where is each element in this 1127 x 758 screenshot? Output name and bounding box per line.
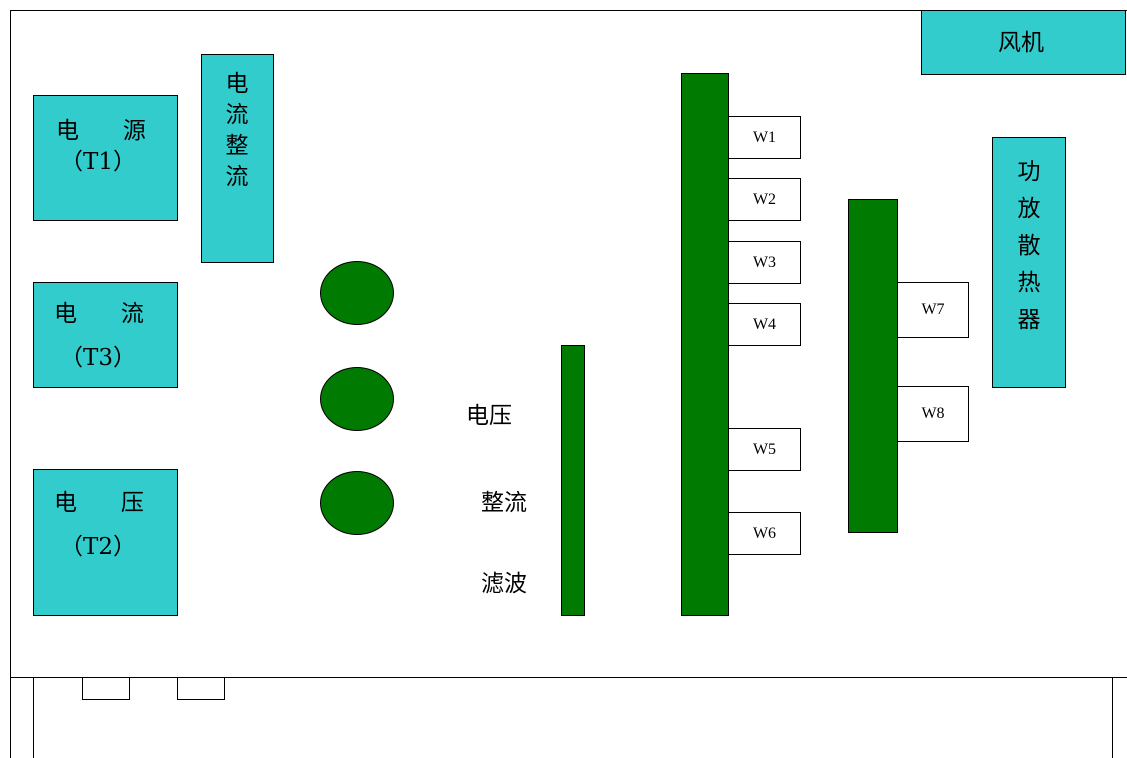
main-board: [681, 73, 729, 616]
connector-w3: W3: [728, 241, 801, 284]
voltage-rectifier-label-line3: 滤波: [481, 571, 527, 597]
bottom-port-2: [177, 677, 225, 700]
amplifier-heatsink-label: 功 放 散 热 器: [1014, 154, 1044, 339]
connector-w5-label: W5: [752, 440, 777, 458]
t3-label-line1: 电 流: [54, 301, 144, 327]
connector-w4-label: W4: [752, 315, 777, 333]
capacitor-3: [320, 471, 394, 535]
connector-w6-label: W6: [752, 524, 777, 542]
lower-left-line: [33, 677, 34, 758]
t1-label-line2: （T1）: [60, 149, 136, 175]
connector-w2-label: W2: [752, 190, 777, 208]
t1-label-line1: 电 源: [56, 118, 146, 144]
voltage-rectifier-label-line2: 整流: [481, 490, 527, 516]
voltage-rectifier-board: [561, 345, 585, 616]
transformer-t2-block: 电 压 （T2）: [33, 469, 178, 616]
capacitor-1: [320, 261, 394, 325]
t3-label-line2: （T3）: [60, 345, 136, 371]
current-rectifier-block: 电 流 整 流: [201, 54, 274, 263]
connector-w7-label: W7: [921, 301, 945, 318]
connector-w1-label: W1: [752, 128, 777, 146]
current-rectifier-char-4: 流: [225, 164, 249, 190]
amplifier-heatsink-char-1: 功: [1017, 159, 1041, 185]
t2-label-line1: 电 压: [54, 490, 144, 516]
connector-w8-label: W8: [921, 405, 945, 422]
connector-w6: W6: [728, 512, 801, 555]
frame-top-line: [10, 10, 1127, 11]
frame-divider-line: [10, 677, 1127, 678]
amplifier-heatsink-char-5: 器: [1017, 307, 1041, 333]
amplifier-heatsink-char-3: 散: [1017, 233, 1041, 259]
connector-w7: W7: [897, 282, 969, 338]
amplifier-heatsink-char-2: 放: [1017, 196, 1041, 222]
connector-w3-label: W3: [752, 253, 777, 271]
amplifier-heatsink-char-4: 热: [1017, 270, 1041, 296]
current-rectifier-char-1: 电: [225, 71, 249, 97]
connector-w1: W1: [728, 116, 801, 159]
current-rectifier-char-2: 流: [225, 102, 249, 128]
fan-label: 风机: [998, 30, 1044, 56]
voltage-rectifier-label-line1: 电压: [466, 403, 512, 429]
capacitor-2: [320, 367, 394, 431]
amplifier-board: [848, 199, 898, 533]
connector-w4: W4: [728, 303, 801, 346]
t2-label-line2: （T2）: [60, 534, 136, 560]
connector-w8: W8: [897, 386, 969, 442]
connector-w2: W2: [728, 178, 801, 221]
transformer-t1-block: 电 源 （T1）: [33, 95, 178, 221]
connector-w5: W5: [728, 428, 801, 471]
current-rectifier-label: 电 流 整 流: [222, 69, 252, 193]
transformer-t3-block: 电 流 （T3）: [33, 282, 178, 388]
current-rectifier-char-3: 整: [225, 133, 249, 159]
frame-left-line: [10, 10, 11, 758]
fan-block: 风机: [921, 10, 1126, 75]
bottom-port-1: [82, 677, 130, 700]
amplifier-heatsink-block: 功 放 散 热 器: [992, 137, 1066, 388]
lower-right-line: [1112, 677, 1113, 758]
